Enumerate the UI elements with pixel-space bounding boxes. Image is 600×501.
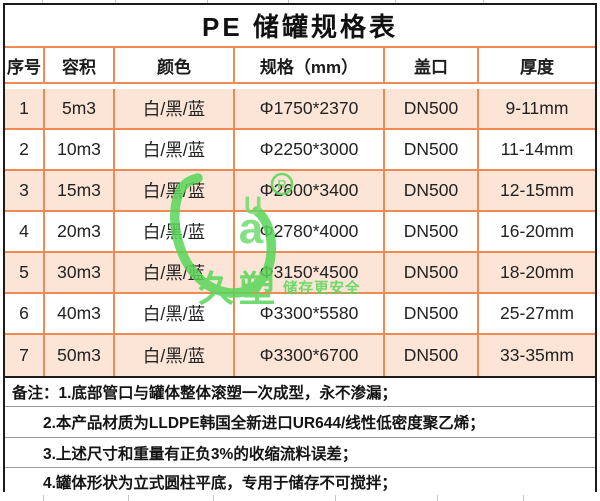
gridline-tick — [213, 494, 214, 501]
table-cell: DN500 — [385, 130, 479, 171]
table-cell: 白/黑/蓝 — [115, 335, 235, 376]
note-text: 2.本产品材质为LLDPE韩国全新进口UR644/线性低密度聚乙烯； — [43, 415, 485, 432]
table-cell: 白/黑/蓝 — [115, 212, 235, 253]
note-text: 1.底部管口与罐体整体滚塑一次成型，永不渗漏； — [58, 385, 397, 402]
table-cell: DN500 — [385, 171, 479, 212]
table-cell: 11-14mm — [479, 130, 595, 171]
table-cell: 18-20mm — [479, 253, 595, 294]
table-cell: 白/黑/蓝 — [115, 89, 235, 130]
table-cell: 3 — [5, 171, 45, 212]
table-title-text: PE 储罐规格表 — [202, 12, 398, 42]
table-cell: 16-20mm — [479, 212, 595, 253]
column-header-spec: 规格（mm） — [235, 48, 385, 84]
table-cell: DN500 — [385, 335, 479, 376]
table-cell: 25-27mm — [479, 294, 595, 335]
column-header-capacity: 容积 — [45, 48, 115, 84]
note-row-4: 4.罐体形状为立式圆柱平底，专用于储存不可搅拌； — [5, 468, 595, 495]
column-header-index: 序号 — [5, 48, 45, 84]
table-cell: 50m3 — [45, 335, 115, 376]
gridline-tick — [43, 494, 44, 501]
gridline-tick — [288, 0, 289, 3]
table-cell: DN500 — [385, 294, 479, 335]
table-cell: 4 — [5, 212, 45, 253]
gridline-tick — [42, 0, 43, 3]
notes-label: 备注： — [12, 385, 59, 402]
table-cell: 12-15mm — [479, 171, 595, 212]
gridline-tick — [483, 0, 484, 3]
table-cell: 5 — [5, 253, 45, 294]
gridline-tick — [395, 0, 396, 3]
gridline-tick — [335, 494, 336, 501]
column-header-thickness: 厚度 — [479, 48, 595, 84]
gridline-tick — [437, 494, 438, 501]
note-row-1: 备注： 1.底部管口与罐体整体滚塑一次成型，永不渗漏； — [5, 378, 595, 407]
table-cell: 30m3 — [45, 253, 115, 294]
table-cell: 7 — [5, 335, 45, 376]
table-cell: 2 — [5, 130, 45, 171]
table-cell: 33-35mm — [479, 335, 595, 376]
notes-section: 备注： 1.底部管口与罐体整体滚塑一次成型，永不渗漏； 2.本产品材质为LLDPE… — [5, 376, 595, 495]
table-cell: Φ2780*4000 — [235, 212, 385, 253]
note-row-2: 2.本产品材质为LLDPE韩国全新进口UR644/线性低密度聚乙烯； — [5, 407, 595, 438]
note-text: 3.上述尺寸和重量有正负3%的收缩流料误差； — [43, 445, 358, 463]
table-cell: 40m3 — [45, 294, 115, 335]
table-title: PE 储罐规格表 — [5, 5, 595, 48]
gridline-tick — [207, 0, 208, 3]
table-cell: 白/黑/蓝 — [115, 253, 235, 294]
gridline-tick — [115, 0, 116, 3]
table-cell: 1 — [5, 89, 45, 130]
column-header-color: 颜色 — [115, 48, 235, 84]
column-header-cover: 盖口 — [385, 48, 479, 84]
table-cell: Φ2600*3400 — [235, 171, 385, 212]
table-cell: 5m3 — [45, 89, 115, 130]
table-cell: 白/黑/蓝 — [115, 171, 235, 212]
table-cell: Φ2250*3000 — [235, 130, 385, 171]
table-cell: 15m3 — [45, 171, 115, 212]
spec-table-frame: PE 储罐规格表 序号 容积 颜色 规格（mm） 盖口 厚度 1 5m3 白/黑… — [3, 3, 597, 495]
table-cell: DN500 — [385, 253, 479, 294]
spec-table: 序号 容积 颜色 规格（mm） 盖口 厚度 1 5m3 白/黑/蓝 Φ1750*… — [5, 48, 595, 376]
table-cell: DN500 — [385, 212, 479, 253]
note-row-3: 3.上述尺寸和重量有正负3%的收缩流料误差； — [5, 438, 595, 468]
table-cell: Φ3150*4500 — [235, 253, 385, 294]
gridline-tick — [128, 494, 129, 501]
table-cell: 9-11mm — [479, 89, 595, 130]
table-cell: Φ3300*5580 — [235, 294, 385, 335]
table-cell: 10m3 — [45, 130, 115, 171]
table-cell: Φ3300*6700 — [235, 335, 385, 376]
gridline-tick — [523, 494, 524, 501]
table-cell: 白/黑/蓝 — [115, 294, 235, 335]
table-cell: Φ1750*2370 — [235, 89, 385, 130]
table-cell: 20m3 — [45, 212, 115, 253]
table-cell: 白/黑/蓝 — [115, 130, 235, 171]
table-cell: 6 — [5, 294, 45, 335]
note-text: 4.罐体形状为立式圆柱平底，专用于储存不可搅拌； — [43, 474, 397, 492]
table-cell: DN500 — [385, 89, 479, 130]
